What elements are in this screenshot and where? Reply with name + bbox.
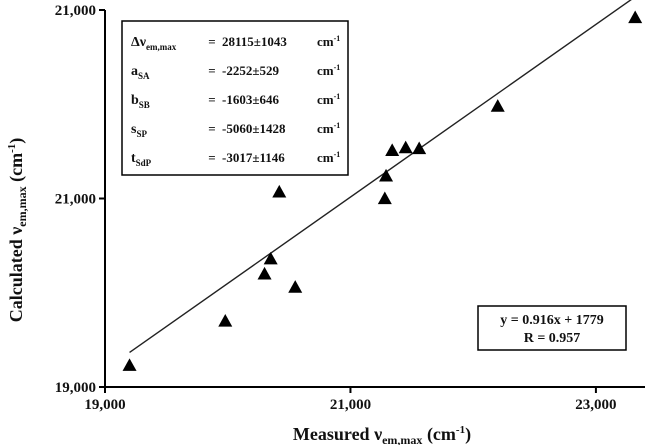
y-axis-title-sub: em,max	[15, 186, 29, 226]
y-axis-title: Calculated νem,max (cm-1)	[6, 138, 29, 323]
parameter-value: -5060±1428	[222, 121, 286, 136]
y-axis-title-unit: (cm	[6, 153, 27, 186]
data-point-triangle	[628, 10, 643, 24]
x-axis-title-main: Measured ν	[293, 424, 382, 444]
y-axis-title-unit-close: )	[6, 138, 27, 144]
y-tick-label: 21,000	[55, 3, 96, 19]
regression-line	[129, 0, 632, 354]
parameter-table-rows: Δνem,max = 28115±1043 cm-1 aSA = -2252±529 cm-1…	[131, 34, 340, 168]
data-point-triangle	[385, 143, 400, 157]
parameter-symbol: bSB	[131, 93, 150, 110]
y-axis-title-unit-sup: -1	[6, 144, 18, 153]
parameter-equals: =	[208, 92, 215, 107]
parameter-symbol: tSdP	[131, 151, 152, 168]
parameter-value: 28115±1043	[222, 34, 287, 49]
data-point-triangle	[272, 184, 287, 198]
data-point-triangle	[122, 358, 137, 371]
parameter-equals: =	[208, 63, 215, 78]
regression-equation: y = 0.916x + 1779	[500, 313, 603, 328]
x-axis-title-unit: (cm	[422, 424, 455, 445]
axis-ticks: 19,000 21,000 23,000 19,000 21,000 21,000	[55, 3, 617, 413]
parameter-equals: =	[208, 121, 215, 136]
equation-box-frame	[477, 305, 627, 351]
parameter-unit: cm-1	[317, 121, 340, 136]
data-point-triangle	[257, 266, 272, 280]
x-tick-label: 21,000	[330, 397, 371, 413]
parameter-symbol: aSA	[131, 64, 150, 81]
equation-box: y = 0.916x + 1779 R = 0.957	[477, 305, 627, 351]
parameter-unit: cm-1	[317, 34, 340, 49]
x-axis-title-unit-close: )	[465, 424, 471, 445]
y-axis-title-main: Calculated ν	[6, 227, 26, 323]
data-point-triangle	[218, 314, 233, 327]
data-point-triangle	[412, 141, 427, 155]
parameter-value: -1603±646	[222, 92, 279, 107]
parameter-table-frame	[121, 20, 349, 176]
parameter-table: Δνem,max = 28115±1043 cm-1 aSA = -2252±529 cm-1…	[121, 20, 349, 176]
data-point-triangle	[398, 140, 413, 154]
parameter-symbol: sSP	[131, 122, 147, 139]
parameter-value: -3017±1146	[222, 150, 285, 165]
parameter-value: -2252±529	[222, 63, 279, 78]
parameter-unit: cm-1	[317, 92, 340, 107]
x-axis-title-unit-sup: -1	[456, 424, 465, 436]
data-points	[122, 10, 643, 371]
parameter-unit: cm-1	[317, 150, 340, 165]
parameter-symbol: Δνem,max	[131, 35, 177, 52]
y-tick-label: 19,000	[55, 380, 96, 396]
data-point-triangle	[377, 191, 392, 205]
data-point-triangle	[379, 168, 394, 182]
parameter-unit: cm-1	[317, 63, 340, 78]
data-point-triangle	[288, 280, 303, 293]
x-tick-label: 23,000	[575, 397, 616, 413]
parameter-equals: =	[208, 34, 215, 49]
data-point-triangle	[490, 99, 505, 112]
parameter-equals: =	[208, 150, 215, 165]
y-tick-label: 21,000	[55, 192, 96, 208]
x-axis-title: Measured νem,max (cm-1)	[293, 424, 471, 445]
correlation-coefficient: R = 0.957	[524, 331, 581, 346]
x-tick-label: 19,000	[84, 397, 125, 413]
data-point-triangle	[263, 251, 278, 265]
x-axis-title-sub: em,max	[382, 433, 422, 445]
